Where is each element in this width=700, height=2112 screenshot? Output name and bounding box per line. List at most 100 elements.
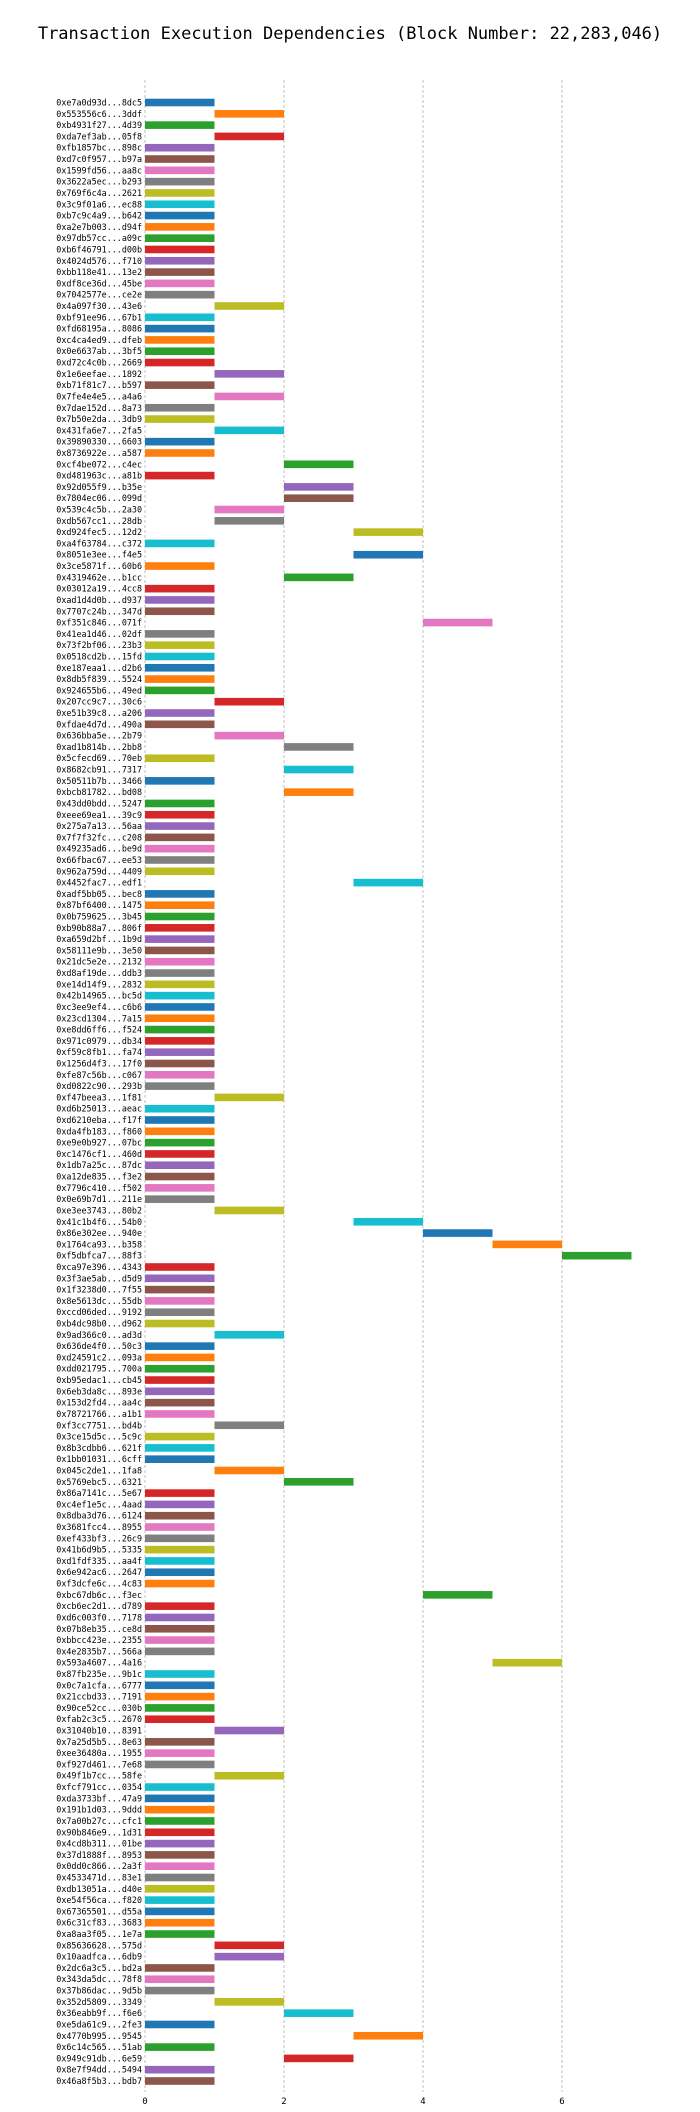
y-label-83: 0x971c0979...db34 — [56, 1036, 142, 1046]
y-label-147: 0xf927d461...7e68 — [56, 1759, 142, 1769]
y-label-63: 0xeee69ea1...39c9 — [56, 810, 142, 820]
y-label-134: 0xd6c003f0...7178 — [56, 1612, 142, 1622]
y-label-102: 0xf5dbfca7...88f3 — [56, 1251, 142, 1261]
y-label-77: 0xd8af19de...ddb3 — [56, 968, 142, 978]
y-label-60: 0x50511b7b...3466 — [56, 776, 142, 786]
bar-35 — [284, 494, 354, 502]
bar-31 — [145, 449, 215, 457]
y-label-93: 0xc1476cf1...460d — [56, 1149, 142, 1159]
bar-132 — [423, 1591, 493, 1599]
bar-164 — [214, 1952, 284, 1961]
y-label-61: 0xbcb81782...bd08 — [56, 787, 142, 797]
bar-147 — [145, 1760, 215, 1769]
bar-58 — [145, 754, 215, 763]
y-label-116: 0x78721766...a1b1 — [56, 1409, 142, 1419]
bar-42 — [284, 573, 354, 582]
x-tick-label-6: 6 — [559, 2097, 564, 2107]
y-label-71: 0x87bf6400...1475 — [56, 900, 142, 910]
bar-21 — [145, 336, 215, 344]
bar-160 — [145, 1907, 215, 1916]
bar-30 — [145, 437, 215, 446]
bar-105 — [145, 1285, 215, 1294]
y-label-74: 0xa659d2bf...1b9d — [56, 934, 142, 944]
y-label-31: 0x8736922e...a587 — [56, 448, 142, 458]
bar-39 — [145, 539, 215, 548]
y-label-143: 0xfab2c3c5...2670 — [56, 1714, 142, 1724]
y-label-54: 0xe51b39c8...a206 — [56, 708, 142, 718]
bar-93 — [145, 1150, 215, 1158]
y-label-57: 0xad1b814b...2bb8 — [56, 742, 142, 752]
bar-64 — [145, 822, 215, 830]
bar-3 — [214, 132, 284, 141]
y-label-150: 0xda3733bf...47a9 — [56, 1793, 142, 1803]
bar-43 — [145, 584, 215, 593]
bar-56 — [214, 731, 284, 740]
bar-140 — [145, 1681, 215, 1690]
y-label-123: 0x86a7141c...5e67 — [56, 1488, 142, 1498]
y-label-82: 0xe8dd6ff6...f524 — [56, 1025, 142, 1035]
y-label-98: 0xe3ee3743...80b2 — [56, 1205, 142, 1215]
y-label-20: 0xfd68195a...8086 — [56, 324, 142, 334]
y-label-18: 0x4a097f30...43e6 — [56, 301, 142, 311]
bar-20 — [145, 324, 215, 333]
bar-86 — [145, 1070, 215, 1079]
y-label-175: 0x46a8f5b3...bdb7 — [56, 2076, 142, 2086]
bar-51 — [145, 675, 215, 683]
bar-54 — [145, 709, 215, 717]
bar-148 — [214, 1771, 284, 1780]
bar-29 — [214, 426, 284, 435]
bar-41 — [145, 562, 215, 570]
y-label-125: 0x8dba3d76...6124 — [56, 1511, 142, 1521]
bar-150 — [145, 1794, 215, 1803]
bar-163 — [214, 1941, 284, 1950]
y-label-173: 0x949c91db...6e59 — [56, 2053, 142, 2063]
bar-7 — [145, 177, 215, 186]
bar-117 — [214, 1421, 284, 1430]
bar-125 — [145, 1511, 215, 1520]
y-label-119: 0x8b3cdbb6...621f — [56, 1443, 142, 1453]
bar-101 — [492, 1240, 562, 1249]
y-label-88: 0xf47beea3...1f81 — [56, 1092, 142, 1102]
y-label-172: 0x6c14c565...51ab — [56, 2042, 142, 2052]
bar-168 — [214, 1998, 284, 2006]
x-tick-label-0: 0 — [142, 2097, 147, 2107]
y-label-162: 0xa8aa3f05...1e7a — [56, 1929, 142, 1939]
bar-82 — [145, 1025, 215, 1034]
y-label-96: 0x7796c410...f502 — [56, 1183, 142, 1193]
bar-152 — [145, 1817, 215, 1825]
bar-138 — [492, 1658, 562, 1667]
y-label-138: 0x593a4607...4a16 — [56, 1658, 142, 1668]
y-label-84: 0xf59c8fb1...fa74 — [56, 1047, 142, 1057]
bar-95 — [145, 1172, 215, 1181]
y-label-64: 0x275a7a13...56aa — [56, 821, 142, 831]
bar-91 — [145, 1127, 215, 1136]
y-label-167: 0x37b86dac...9d5b — [56, 1986, 142, 1996]
bar-119 — [145, 1444, 215, 1452]
bar-49 — [145, 652, 215, 661]
y-label-91: 0xda4fb183...f860 — [56, 1126, 142, 1136]
bar-175 — [145, 2077, 215, 2085]
y-label-97: 0x0e69b7d1...211e — [56, 1194, 142, 1204]
bar-162 — [145, 1930, 215, 1938]
y-label-56: 0x636bba5e...2b79 — [56, 731, 142, 741]
bar-19 — [145, 313, 215, 322]
y-label-106: 0x8e5613dc...55db — [56, 1296, 142, 1306]
bar-170 — [145, 2020, 215, 2029]
y-label-100: 0x86e302ee...940e — [56, 1228, 142, 1238]
y-label-139: 0x87fb235e...9b1c — [56, 1669, 142, 1679]
y-label-87: 0xd0822c90...293b — [56, 1081, 142, 1091]
y-label-27: 0x7dae152d...8a73 — [56, 403, 142, 413]
bar-68 — [145, 867, 215, 876]
bar-153 — [145, 1828, 215, 1837]
y-label-145: 0x7a25d5b5...8e63 — [56, 1737, 142, 1747]
y-label-28: 0x7b50e2da...3db9 — [56, 414, 142, 424]
y-label-69: 0x4452fac7...edf1 — [56, 878, 142, 888]
bar-17 — [145, 290, 215, 299]
bar-37 — [214, 517, 284, 525]
y-label-140: 0x0c7a1cfa...6777 — [56, 1680, 142, 1690]
bar-173 — [284, 2054, 354, 2063]
bar-142 — [145, 1704, 215, 1712]
bar-59 — [284, 765, 354, 774]
bar-120 — [145, 1455, 215, 1463]
y-label-33: 0xd481963c...a81b — [56, 471, 142, 481]
